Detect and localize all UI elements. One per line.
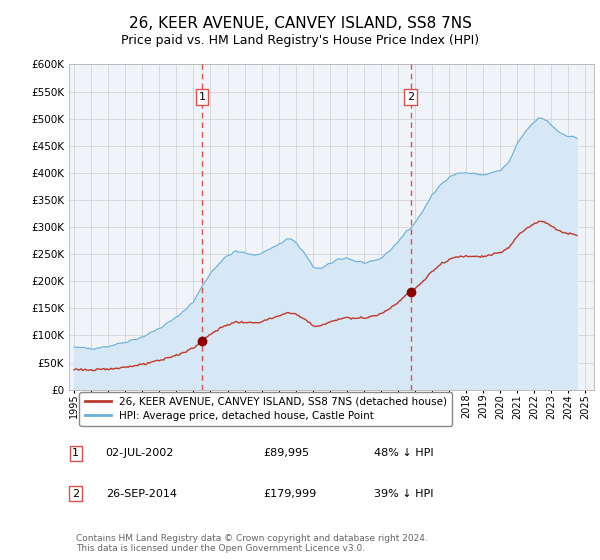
Text: Price paid vs. HM Land Registry's House Price Index (HPI): Price paid vs. HM Land Registry's House … xyxy=(121,34,479,47)
Text: 2: 2 xyxy=(72,488,79,498)
Legend: 26, KEER AVENUE, CANVEY ISLAND, SS8 7NS (detached house), HPI: Average price, de: 26, KEER AVENUE, CANVEY ISLAND, SS8 7NS … xyxy=(79,391,452,426)
Text: £179,999: £179,999 xyxy=(263,488,317,498)
Text: 1: 1 xyxy=(199,92,205,102)
Text: Contains HM Land Registry data © Crown copyright and database right 2024.
This d: Contains HM Land Registry data © Crown c… xyxy=(76,534,428,553)
Text: 26-SEP-2014: 26-SEP-2014 xyxy=(106,488,177,498)
Text: 2: 2 xyxy=(407,92,415,102)
Text: 02-JUL-2002: 02-JUL-2002 xyxy=(106,449,174,458)
Text: 1: 1 xyxy=(73,449,79,458)
Text: £89,995: £89,995 xyxy=(263,449,310,458)
Text: 48% ↓ HPI: 48% ↓ HPI xyxy=(373,449,433,458)
Text: 26, KEER AVENUE, CANVEY ISLAND, SS8 7NS: 26, KEER AVENUE, CANVEY ISLAND, SS8 7NS xyxy=(128,16,472,31)
Text: 39% ↓ HPI: 39% ↓ HPI xyxy=(373,488,433,498)
